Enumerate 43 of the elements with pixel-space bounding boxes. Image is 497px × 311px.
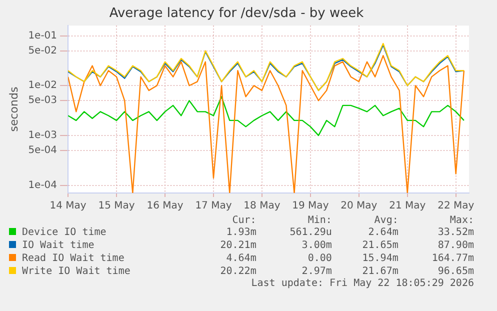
x-tick-label: 21 May: [389, 200, 426, 212]
text: 1.93m: [225, 226, 258, 239]
text: 20.21m: [219, 239, 258, 252]
text: 164.77m: [430, 252, 475, 265]
legend-label: Read IO Wait time: [21, 252, 126, 265]
text: 3.00m: [300, 239, 333, 252]
y-axis-title: seconds: [7, 86, 20, 132]
y-tick-label: 1e-04: [28, 180, 58, 191]
text: 87.90m: [436, 239, 475, 252]
text: Last update: Fri May 22 18:05:29 2026: [250, 278, 475, 289]
y-tick-label: 5e-03: [28, 95, 58, 106]
text: 96.65m: [436, 265, 475, 278]
text: Avg:: [373, 215, 400, 226]
x-tick-label: 17 May: [195, 200, 232, 212]
text: Min:: [306, 215, 333, 226]
text: 21.67m: [361, 265, 400, 278]
text: 2.64m: [367, 226, 400, 239]
legend-label: Write IO Wait time: [21, 265, 132, 278]
text: 15.94m: [361, 252, 400, 265]
x-tick-label: 14 May: [50, 200, 86, 212]
text: 4.64m: [225, 252, 258, 265]
legend-label: Device IO time: [21, 226, 108, 239]
x-tick-label: 20 May: [340, 200, 378, 212]
y-tick-label: 5e-02: [28, 45, 58, 56]
y-tick-label: 1e-01: [28, 30, 58, 42]
x-tick-label: 15 May: [98, 200, 135, 212]
x-tick-label: 16 May: [146, 200, 184, 212]
x-tick-label: 18 May: [244, 200, 280, 212]
x-tick-label: 19 May: [292, 200, 329, 212]
x-tick-label: 22 May: [438, 200, 474, 212]
text: 2.97m: [300, 265, 333, 278]
chart-title: Average latency for /dev/sda - by week: [109, 6, 364, 22]
y-tick-label: 5e-04: [28, 145, 58, 156]
text: 33.52m: [436, 226, 475, 239]
text: 20.22m: [219, 265, 258, 278]
text: Max:: [448, 215, 475, 226]
legend-label: IO Wait time: [21, 239, 96, 252]
y-tick-label: 1e-03: [28, 130, 58, 142]
text: Cur:: [231, 215, 258, 226]
text: 561.29u: [288, 226, 333, 239]
text: 0.00: [306, 252, 333, 265]
y-tick-label: 1e-02: [28, 80, 58, 92]
text: 21.65m: [361, 239, 400, 252]
